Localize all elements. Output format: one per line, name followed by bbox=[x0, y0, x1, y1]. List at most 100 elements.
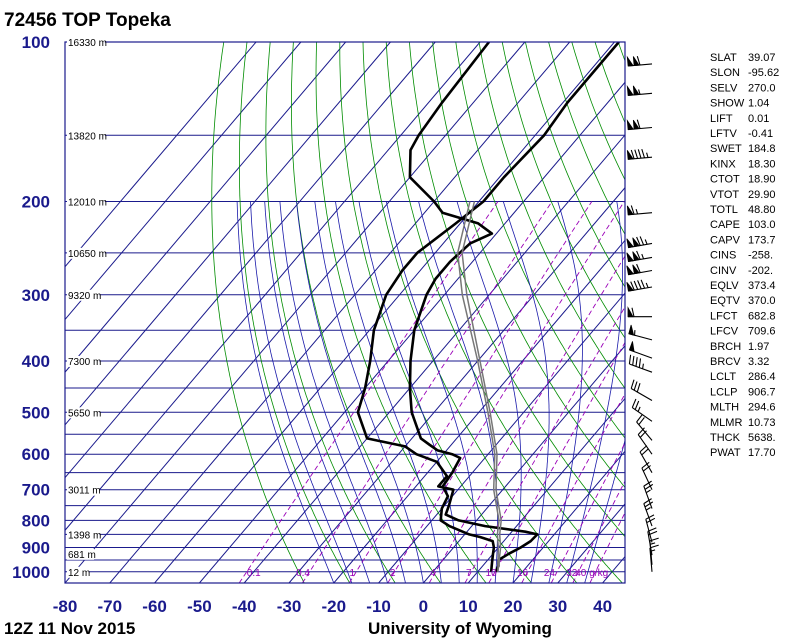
dry-adiabat-line bbox=[525, 42, 625, 288]
index-name: LCLT bbox=[710, 371, 736, 383]
height-label-bg bbox=[67, 407, 100, 419]
isotherm-line bbox=[65, 42, 526, 583]
index-value: 10.73 bbox=[748, 417, 776, 429]
wind-barb-shaft bbox=[630, 379, 653, 401]
dry-adiabat-line bbox=[432, 42, 625, 489]
isotherm-line bbox=[109, 42, 571, 583]
index-value: 682.8 bbox=[748, 310, 776, 322]
height-label-bg bbox=[67, 130, 105, 142]
height-label-bg bbox=[67, 37, 105, 48]
dry-adiabat-line bbox=[238, 42, 351, 583]
isotherm-line bbox=[65, 42, 257, 268]
height-label: 1398 m bbox=[68, 530, 101, 541]
index-name: CAPE bbox=[710, 219, 740, 231]
height-label: 16330 m bbox=[68, 38, 107, 49]
index-name: CAPV bbox=[710, 234, 741, 246]
index-name: EQTV bbox=[710, 295, 741, 307]
wind-barb-shaft bbox=[631, 398, 653, 422]
index-name: MLMR bbox=[710, 417, 742, 429]
height-label-bg bbox=[67, 529, 100, 541]
index-name: LIFT bbox=[710, 113, 733, 125]
height-label-bg bbox=[67, 247, 105, 259]
moist-adiabat-line bbox=[566, 201, 623, 583]
mixing-ratio-label: 0.4 bbox=[296, 568, 310, 579]
wind-barb bbox=[628, 341, 653, 359]
index-name: LFCT bbox=[710, 310, 738, 322]
temperature-tick-label: -60 bbox=[142, 597, 167, 616]
temperature-tick-label: -30 bbox=[277, 597, 302, 616]
index-name: TOTL bbox=[710, 204, 738, 216]
isotherm-line bbox=[65, 42, 302, 321]
index-name: PWAT bbox=[710, 447, 741, 459]
pressure-tick-label: 500 bbox=[22, 403, 50, 422]
index-value: 906.7 bbox=[748, 386, 776, 398]
index-value: 5638. bbox=[748, 432, 776, 444]
wind-barb-shaft bbox=[628, 354, 653, 373]
wind-barb-pennant bbox=[632, 119, 640, 130]
wind-barb bbox=[626, 250, 653, 263]
index-value: 270.0 bbox=[748, 82, 776, 94]
dewpoint-trace bbox=[408, 42, 496, 572]
mixing-ratio-label: 40 bbox=[575, 568, 587, 579]
index-value: -0.41 bbox=[748, 128, 773, 140]
height-label: 5650 m bbox=[68, 408, 101, 419]
index-value: 709.6 bbox=[748, 326, 776, 338]
index-value: 1.97 bbox=[748, 341, 769, 353]
wind-barb-pennant bbox=[626, 282, 635, 292]
temperature-tick-label: -70 bbox=[98, 597, 123, 616]
height-label: 10650 m bbox=[68, 249, 107, 260]
wind-barb-pennant bbox=[632, 264, 640, 275]
moist-adiabat-line bbox=[584, 439, 625, 583]
index-name: LCLP bbox=[710, 386, 738, 398]
wind-barb-pennant bbox=[626, 252, 635, 262]
index-value: 184.8 bbox=[748, 143, 776, 155]
wind-barb-shaft bbox=[628, 148, 653, 160]
wind-barb bbox=[630, 379, 653, 401]
dry-adiabat-line bbox=[501, 42, 625, 339]
index-value: 370.0 bbox=[748, 295, 776, 307]
wind-barb-shaft bbox=[628, 236, 653, 249]
index-name: THCK bbox=[710, 432, 741, 444]
mixing-ratio-line bbox=[488, 341, 625, 583]
isotherm-line bbox=[154, 42, 615, 583]
mixing-ratio-line bbox=[387, 201, 625, 583]
index-value: -95.62 bbox=[748, 67, 779, 79]
index-value: 18.30 bbox=[748, 158, 776, 170]
index-value: 286.4 bbox=[748, 371, 776, 383]
index-name: MLTH bbox=[710, 402, 739, 414]
mixing-ratio-line bbox=[302, 201, 553, 583]
temperature-tick-label: -80 bbox=[53, 597, 78, 616]
wind-barb bbox=[649, 544, 659, 572]
wind-barb bbox=[636, 414, 653, 441]
index-name: EQLV bbox=[710, 280, 739, 292]
mixing-ratio-line bbox=[428, 255, 625, 583]
temperature-axis-labels: -80 -70 -60 -50 -40 -30 -20 -10 0 10 20 30 40 bbox=[53, 597, 612, 616]
pressure-tick-label: 800 bbox=[22, 511, 50, 530]
temperature-tick-label: 30 bbox=[548, 597, 567, 616]
mixing-ratio-label: 10 bbox=[486, 568, 498, 579]
temperature-tick-label: 0 bbox=[419, 597, 428, 616]
height-label-bg bbox=[67, 289, 100, 301]
isotherm-line bbox=[288, 186, 625, 583]
diagram-grid bbox=[65, 42, 625, 583]
wind-barb bbox=[628, 354, 653, 373]
isotherm-line bbox=[65, 42, 347, 373]
index-value: 29.90 bbox=[748, 189, 776, 201]
wind-barb-pennant bbox=[626, 238, 635, 249]
height-labels: 16330 m 13820 m 12010 m 10650 m 9320 m 7300 m… bbox=[67, 37, 107, 579]
wind-barb-pennant bbox=[632, 237, 640, 248]
pressure-tick-label: 300 bbox=[22, 286, 50, 305]
height-label-bg bbox=[67, 484, 100, 496]
wind-barb bbox=[639, 445, 653, 473]
temperature-tick-label: 10 bbox=[459, 597, 478, 616]
temperature-tick-label: -50 bbox=[187, 597, 212, 616]
moist-adiabat-line bbox=[279, 201, 388, 583]
index-value: -202. bbox=[748, 265, 773, 277]
height-label-bg bbox=[67, 566, 89, 578]
pressure-tick-label: 400 bbox=[22, 352, 50, 371]
mixing-ratio-line bbox=[238, 201, 499, 583]
index-value: 373.4 bbox=[748, 280, 776, 292]
pressure-tick-label: 700 bbox=[22, 481, 50, 500]
